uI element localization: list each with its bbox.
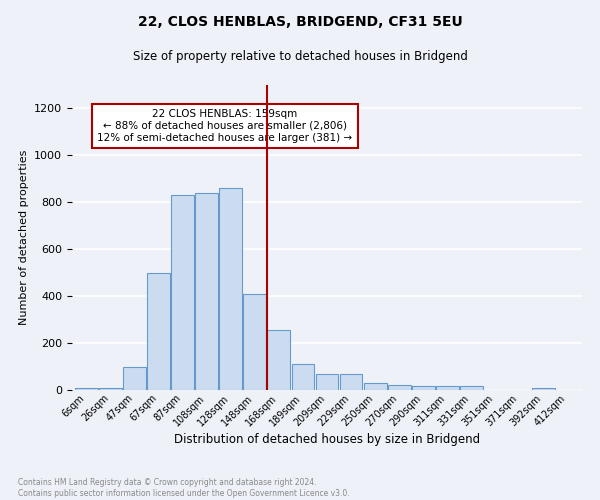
- Bar: [388, 386, 410, 390]
- Bar: [220, 188, 242, 390]
- Bar: [268, 330, 290, 390]
- Text: Size of property relative to detached houses in Bridgend: Size of property relative to detached ho…: [133, 50, 467, 63]
- Text: 22, CLOS HENBLAS, BRIDGEND, CF31 5EU: 22, CLOS HENBLAS, BRIDGEND, CF31 5EU: [137, 15, 463, 29]
- Bar: [460, 386, 483, 390]
- Bar: [364, 383, 386, 390]
- X-axis label: Distribution of detached houses by size in Bridgend: Distribution of detached houses by size …: [174, 433, 480, 446]
- Text: Contains HM Land Registry data © Crown copyright and database right 2024.
Contai: Contains HM Land Registry data © Crown c…: [18, 478, 350, 498]
- Bar: [147, 272, 170, 390]
- Y-axis label: Number of detached properties: Number of detached properties: [19, 150, 29, 325]
- Bar: [244, 294, 266, 390]
- Bar: [171, 196, 194, 390]
- Bar: [123, 366, 146, 390]
- Bar: [75, 388, 98, 390]
- Bar: [292, 364, 314, 390]
- Bar: [532, 388, 555, 390]
- Bar: [340, 374, 362, 390]
- Text: 22 CLOS HENBLAS: 159sqm
← 88% of detached houses are smaller (2,806)
12% of semi: 22 CLOS HENBLAS: 159sqm ← 88% of detache…: [97, 110, 353, 142]
- Bar: [412, 386, 434, 390]
- Bar: [316, 374, 338, 390]
- Bar: [436, 386, 459, 390]
- Bar: [195, 193, 218, 390]
- Bar: [99, 388, 122, 390]
